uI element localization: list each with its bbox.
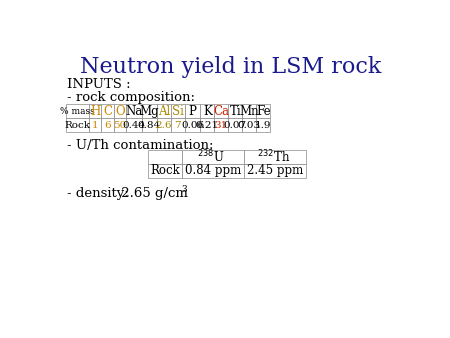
Bar	[182, 164, 244, 178]
Bar	[242, 104, 256, 118]
Text: 0.21: 0.21	[196, 121, 219, 130]
Text: P: P	[189, 105, 197, 118]
Text: % mass: % mass	[60, 107, 94, 116]
Bar	[126, 118, 141, 132]
Bar	[244, 164, 306, 178]
Text: Ti: Ti	[230, 105, 241, 118]
Bar	[66, 104, 89, 118]
Text: 1.9: 1.9	[255, 121, 271, 130]
Bar	[126, 104, 141, 118]
Bar	[185, 104, 200, 118]
Text: 0.06: 0.06	[181, 121, 204, 130]
Bar	[171, 104, 185, 118]
Text: 1: 1	[92, 121, 98, 130]
Bar	[141, 104, 157, 118]
Text: 2.6: 2.6	[156, 121, 172, 130]
Text: $^{232}$Th: $^{232}$Th	[256, 148, 290, 165]
Bar	[171, 118, 185, 132]
Bar	[200, 118, 214, 132]
Bar	[228, 118, 242, 132]
Text: Mn: Mn	[239, 105, 259, 118]
Bar	[214, 104, 228, 118]
Text: Mg: Mg	[140, 105, 159, 118]
Bar	[256, 104, 270, 118]
Bar	[185, 118, 200, 132]
Text: 2.65 g/cm: 2.65 g/cm	[117, 187, 189, 200]
Bar	[89, 118, 101, 132]
Bar	[89, 104, 101, 118]
Bar	[113, 118, 126, 132]
Text: - U/Th contamination:: - U/Th contamination:	[67, 139, 214, 152]
Bar	[228, 104, 242, 118]
Text: 3: 3	[181, 185, 187, 194]
Text: INPUTS :: INPUTS :	[67, 77, 130, 91]
Bar	[157, 104, 171, 118]
Text: C: C	[103, 105, 112, 118]
Bar	[200, 104, 214, 118]
Text: 0.84: 0.84	[138, 121, 161, 130]
Text: H: H	[90, 105, 100, 118]
Bar	[214, 118, 228, 132]
Bar	[256, 118, 270, 132]
Bar	[113, 104, 126, 118]
Text: 0.03: 0.03	[238, 121, 261, 130]
Text: Al: Al	[158, 105, 170, 118]
Text: 2.45 ppm: 2.45 ppm	[247, 164, 303, 177]
Text: Na: Na	[125, 105, 142, 118]
Text: $^{238}$U: $^{238}$U	[198, 148, 225, 165]
Bar	[141, 118, 157, 132]
Text: 6: 6	[104, 121, 111, 130]
Bar	[101, 104, 113, 118]
Bar	[244, 150, 306, 164]
Bar	[101, 118, 113, 132]
Text: Rock: Rock	[64, 121, 90, 130]
Bar	[148, 150, 182, 164]
Bar	[157, 118, 171, 132]
Bar	[182, 150, 244, 164]
Text: Si: Si	[172, 105, 184, 118]
Text: Fe: Fe	[256, 105, 270, 118]
Text: 50: 50	[113, 121, 126, 130]
Bar	[242, 118, 256, 132]
Text: O: O	[115, 105, 125, 118]
Text: Ca: Ca	[213, 105, 230, 118]
Text: K: K	[203, 105, 212, 118]
Text: 0.44: 0.44	[122, 121, 145, 130]
Text: - density:: - density:	[67, 187, 129, 200]
Text: Rock: Rock	[150, 164, 180, 177]
Bar	[148, 164, 182, 178]
Text: 0.07: 0.07	[224, 121, 247, 130]
Text: 7: 7	[175, 121, 181, 130]
Text: 0.84 ppm: 0.84 ppm	[184, 164, 241, 177]
Bar	[66, 118, 89, 132]
Text: 31: 31	[215, 121, 228, 130]
Text: Neutron yield in LSM rock: Neutron yield in LSM rock	[80, 56, 381, 78]
Text: - rock composition:: - rock composition:	[67, 91, 195, 104]
